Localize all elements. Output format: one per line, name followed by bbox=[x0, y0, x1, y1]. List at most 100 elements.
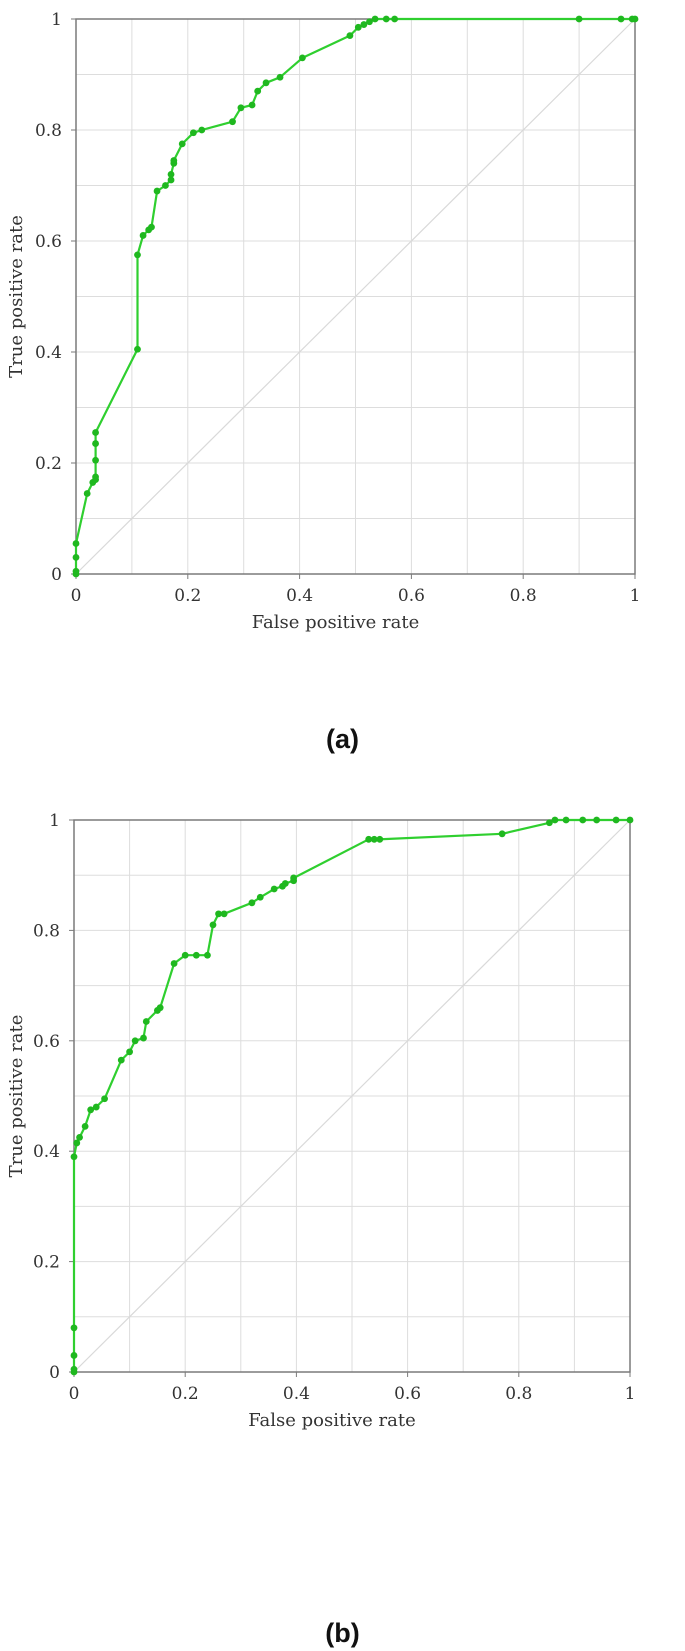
roc-curve-point bbox=[189, 129, 197, 137]
roc-curve-point bbox=[76, 1134, 83, 1141]
y-tick-label: 0.4 bbox=[35, 343, 62, 363]
roc-curve-point bbox=[631, 15, 639, 23]
chance-diagonal-line bbox=[73, 819, 631, 1373]
x-tick-label: 0.8 bbox=[505, 1384, 532, 1404]
roc-curve-point bbox=[354, 23, 362, 31]
roc-curve-point bbox=[92, 429, 99, 436]
roc-curve-point bbox=[142, 1018, 150, 1025]
roc-curve-point bbox=[153, 187, 161, 195]
roc-curve-point bbox=[134, 345, 141, 353]
y-tick-label: 1 bbox=[51, 10, 62, 30]
roc-curve-point bbox=[70, 1352, 78, 1359]
x-axis-label: False positive rate bbox=[252, 612, 419, 633]
roc-curve-point bbox=[376, 835, 384, 843]
roc-curve-point bbox=[83, 490, 91, 497]
roc-curve-point bbox=[370, 835, 378, 843]
roc-curve-point bbox=[92, 473, 99, 481]
x-axis-label: False positive rate bbox=[248, 1410, 415, 1431]
roc-curve-point bbox=[198, 126, 206, 134]
roc-curve-point bbox=[126, 1048, 133, 1056]
roc-curve-point bbox=[551, 816, 559, 824]
roc-curve-point bbox=[72, 553, 80, 561]
x-tick-label: 0.4 bbox=[283, 1384, 310, 1404]
roc-curve-point bbox=[371, 15, 379, 23]
roc-curve-point bbox=[162, 182, 169, 189]
roc-curve-point bbox=[140, 1034, 147, 1042]
roc-curve-point bbox=[72, 567, 80, 575]
y-axis-label: True positive rate bbox=[6, 215, 27, 378]
roc-curve-point bbox=[626, 816, 634, 824]
roc-curve-point bbox=[81, 1122, 89, 1130]
roc-curve-point bbox=[73, 1139, 81, 1147]
roc-curve-point bbox=[237, 104, 245, 112]
x-tick-label: 0 bbox=[69, 1384, 80, 1404]
y-tick-label: 0.6 bbox=[33, 1032, 60, 1052]
roc-curve-point bbox=[170, 157, 178, 164]
roc-curve-point bbox=[178, 140, 186, 148]
roc-curve-point bbox=[498, 830, 506, 838]
roc-curve-point bbox=[270, 885, 278, 893]
y-tick-label: 0 bbox=[51, 565, 62, 585]
roc-curve-point bbox=[360, 21, 368, 28]
roc-curve-point bbox=[117, 1056, 125, 1064]
roc-curve-point bbox=[192, 951, 200, 959]
roc-curve-point bbox=[276, 73, 284, 81]
roc-curve-point bbox=[70, 1324, 78, 1332]
y-tick-label: 0.8 bbox=[35, 121, 62, 141]
x-tick-label: 1 bbox=[630, 586, 641, 606]
roc-curve-point bbox=[262, 79, 270, 87]
x-tick-label: 0.2 bbox=[174, 586, 201, 606]
roc-curve-point bbox=[229, 118, 236, 126]
x-tick-label: 0.6 bbox=[394, 1384, 421, 1404]
roc-curve-point bbox=[101, 1095, 108, 1103]
roc-curve-point bbox=[579, 816, 587, 824]
roc-curve-point bbox=[134, 251, 141, 259]
roc-curve-point bbox=[254, 87, 262, 95]
roc-curve-point bbox=[148, 223, 155, 231]
roc-curve-point bbox=[156, 1004, 164, 1012]
roc-curve-point bbox=[248, 899, 256, 907]
roc-curve-point bbox=[391, 15, 399, 23]
roc-curve-point bbox=[167, 171, 175, 178]
y-tick-label: 0.2 bbox=[33, 1253, 60, 1273]
roc-curve-point bbox=[215, 910, 222, 918]
plot-frame bbox=[75, 18, 636, 575]
roc-curve-point bbox=[131, 1037, 139, 1045]
roc-curve-point bbox=[256, 893, 264, 901]
chart-caption-b: (b) bbox=[325, 1618, 360, 1648]
roc-chart-a: 0 0.2 0.4 0.6 0.8 1 0 0.2 0.4 0.6 0.8 1 False positi… bbox=[6, 10, 641, 633]
x-tick-label: 0.8 bbox=[510, 586, 537, 606]
y-tick-label: 0.4 bbox=[33, 1142, 60, 1162]
roc-curve-point bbox=[617, 15, 625, 23]
roc-curve-point bbox=[204, 951, 211, 959]
roc-curve-point bbox=[139, 232, 147, 239]
roc-curve-point bbox=[545, 819, 553, 827]
x-tick-label: 0.2 bbox=[172, 1384, 199, 1404]
roc-curve-point bbox=[365, 835, 373, 843]
plot-frame bbox=[73, 819, 631, 1373]
y-axis-label: True positive rate bbox=[6, 1015, 27, 1178]
roc-curve-point bbox=[87, 1106, 95, 1114]
roc-curve-point bbox=[575, 15, 583, 23]
roc-curve-point bbox=[181, 951, 189, 959]
y-tick-label: 0 bbox=[49, 1363, 60, 1383]
roc-curve-point bbox=[167, 176, 175, 184]
roc-curve-point bbox=[92, 1103, 100, 1111]
roc-curve-point bbox=[290, 874, 298, 882]
roc-curve-point bbox=[70, 1153, 78, 1161]
y-tick-label: 0.6 bbox=[35, 232, 62, 252]
roc-curve-point bbox=[70, 1365, 78, 1373]
chart-caption-a: (a) bbox=[326, 724, 359, 754]
x-tick-label: 0.4 bbox=[286, 586, 313, 606]
roc-curve-point bbox=[92, 440, 99, 447]
roc-curve-point bbox=[248, 101, 256, 109]
y-tick-label: 0.2 bbox=[35, 454, 62, 474]
x-tick-label: 0 bbox=[71, 586, 82, 606]
chance-diagonal-line bbox=[75, 18, 636, 575]
y-tick-label: 0.8 bbox=[33, 921, 60, 941]
roc-curve-point bbox=[562, 816, 570, 824]
roc-curve-point bbox=[72, 540, 80, 547]
roc-curve-point bbox=[382, 15, 390, 23]
roc-curve-point bbox=[298, 54, 306, 62]
x-tick-label: 0.6 bbox=[398, 586, 425, 606]
